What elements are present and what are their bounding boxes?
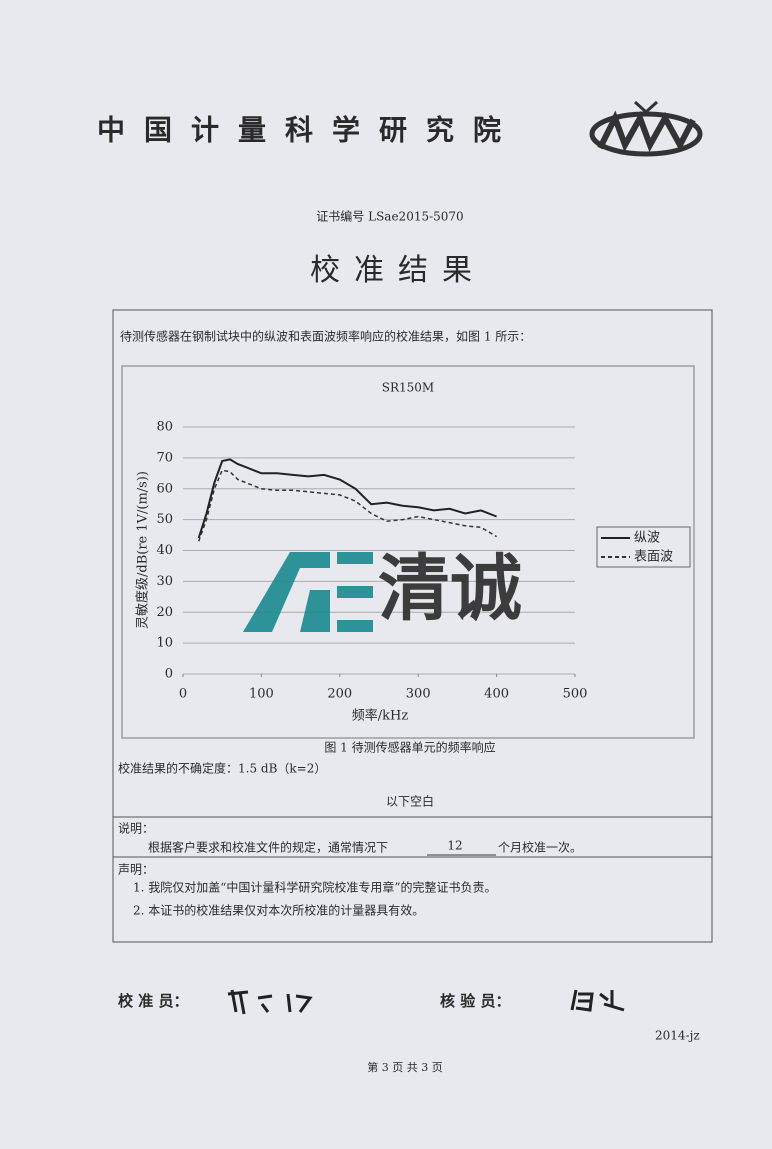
y-tick-label: 50 [156, 512, 173, 527]
x-tick-label: 200 [327, 687, 352, 702]
y-tick-label: 20 [156, 605, 173, 620]
figure-caption: 图 1 待测传感器单元的频率响应 [324, 740, 495, 755]
notes-before: 根据客户要求和校准文件的规定，通常情况下 [148, 840, 388, 855]
y-tick-label: 30 [156, 574, 173, 589]
signature [570, 989, 625, 1012]
calibrator-label: 校 准 员： [118, 992, 188, 1010]
page-footer: 第 3 页 共 3 页 [367, 1060, 442, 1074]
legend-box [596, 526, 691, 568]
chart-title: SR150M [382, 381, 434, 395]
notes-after: 个月校准一次。 [498, 840, 582, 855]
legend-label: 纵波 [634, 531, 660, 546]
statement-heading: 声明： [118, 863, 154, 877]
x-tick-label: 300 [406, 687, 431, 702]
chart: SR150M 0 10 20 30 40 50 60 70 80 0 100 200 300 400 500 频… [135, 381, 691, 724]
blank-note: 以下空白 [386, 794, 434, 809]
notes-heading: 说明： [118, 821, 154, 836]
watermark: 清诚 [243, 547, 522, 632]
notes-months: 12 [447, 839, 462, 853]
y-tick-label: 70 [156, 450, 173, 465]
legend-label: 表面波 [634, 550, 673, 565]
statement-item: 2. 本证书的校准结果仅对本次所校准的计量器具有效。 [133, 903, 424, 918]
x-tick-label: 500 [563, 687, 588, 702]
chart-frame [121, 365, 695, 739]
series-line [197, 458, 497, 539]
y-axis-label: 灵敏度级/dB(re 1V/(m/s)) [135, 471, 151, 629]
y-tick-label: 10 [156, 636, 173, 651]
x-axis-label: 频率/kHz [352, 708, 409, 724]
x-tick-label: 400 [484, 687, 509, 702]
nim-logo [589, 100, 703, 157]
signature [227, 989, 313, 1015]
y-tick-label: 0 [165, 667, 173, 682]
result-box [112, 309, 713, 943]
y-tick-label: 40 [156, 543, 173, 558]
verifier-label: 核 验 员： [440, 992, 510, 1010]
certificate-number: 证书编号 LSae2015-5070 [316, 209, 463, 224]
x-tick-label: 100 [249, 687, 274, 702]
intro-text: 待测传感器在钢制试块中的纵波和表面波频率响应的校准结果，如图 1 所示： [120, 329, 531, 344]
form-code: 2014-jz [655, 1029, 700, 1043]
x-tick-label: 0 [179, 687, 187, 702]
y-tick-label: 60 [156, 481, 173, 496]
institute-name: 中国计量科学研究院 [97, 114, 520, 147]
series-line [197, 469, 497, 542]
page-title: 校准结果 [310, 253, 486, 288]
y-tick-label: 80 [156, 420, 173, 435]
uncertainty: 校准结果的不确定度：1.5 dB（k=2） [118, 761, 326, 776]
statement-item: 1. 我院仅对加盖“中国计量科学研究院校准专用章”的完整证书负责。 [133, 880, 497, 895]
watermark-text: 清诚 [378, 547, 522, 631]
